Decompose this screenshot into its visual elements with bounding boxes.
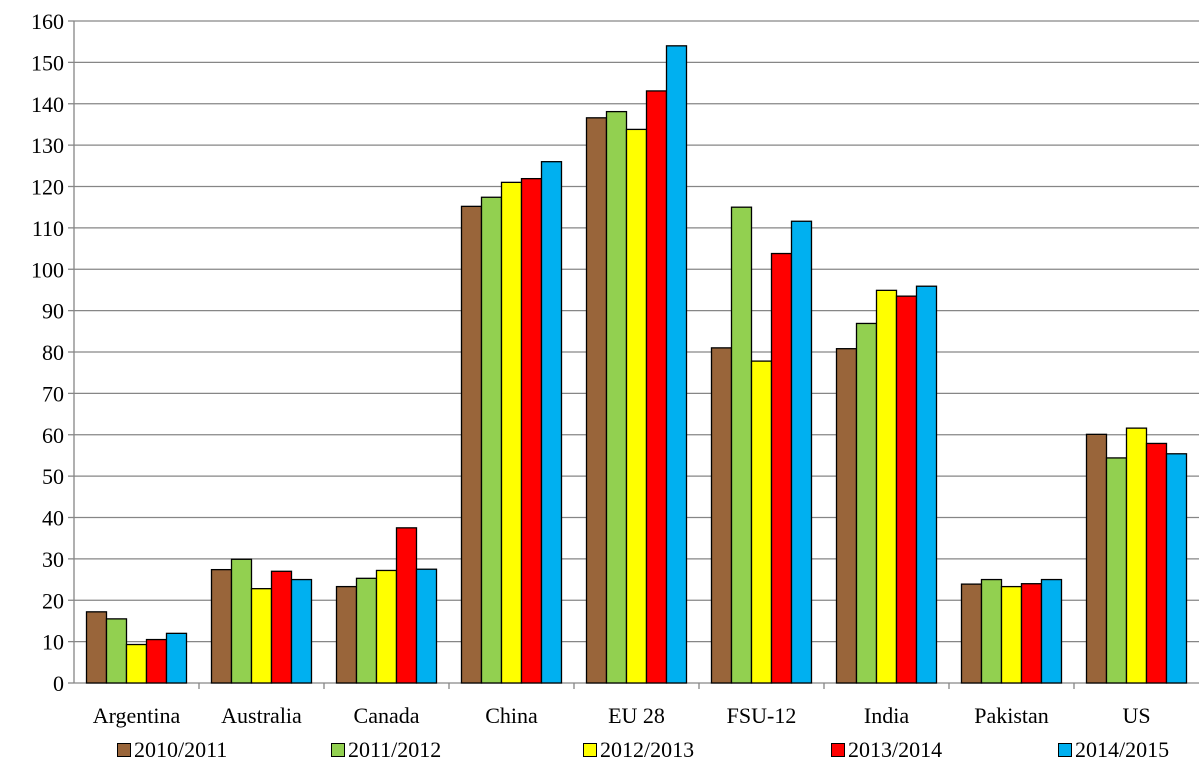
bar bbox=[1040, 578, 1063, 684]
x-tick-labels: Argentina Australia Canada China EU 28 FSU-12… bbox=[93, 703, 1151, 728]
legend-swatch bbox=[331, 743, 345, 757]
y-tick-label: 110 bbox=[32, 216, 64, 241]
bar bbox=[1000, 585, 1023, 684]
bars bbox=[85, 45, 1188, 684]
x-tick-label: US bbox=[1122, 703, 1150, 728]
y-tick-label: 100 bbox=[31, 257, 64, 282]
bar bbox=[480, 196, 503, 684]
legend-swatch bbox=[1058, 743, 1072, 757]
bar bbox=[980, 578, 1003, 684]
bar bbox=[355, 577, 378, 684]
y-tick-label: 40 bbox=[42, 506, 64, 531]
y-tick-label: 130 bbox=[31, 133, 64, 158]
legend-swatch bbox=[583, 743, 597, 757]
legend-item: 2014/2015 bbox=[1058, 733, 1169, 767]
legend-item: 2010/2011 bbox=[117, 733, 227, 767]
y-tick-label: 30 bbox=[42, 547, 64, 572]
legend-item: 2013/2014 bbox=[831, 733, 942, 767]
bar bbox=[540, 161, 563, 684]
bar bbox=[895, 295, 918, 684]
bar bbox=[415, 568, 438, 684]
y-tick-label: 150 bbox=[31, 50, 64, 75]
x-tick-label: FSU-12 bbox=[727, 703, 797, 728]
x-tick-label: Australia bbox=[221, 703, 302, 728]
bar bbox=[125, 643, 148, 684]
bar bbox=[750, 360, 773, 684]
bar bbox=[335, 585, 358, 684]
chart-plot: 0 10 20 30 40 50 60 70 80 90 100 110 120 130 140 150 160… bbox=[31, 9, 1199, 728]
bar bbox=[710, 347, 733, 684]
legend-swatch bbox=[117, 743, 131, 757]
bar bbox=[395, 527, 418, 684]
y-tick-label: 80 bbox=[42, 340, 64, 365]
bar bbox=[585, 117, 608, 684]
bar bbox=[145, 638, 168, 684]
bar bbox=[835, 348, 858, 684]
bar bbox=[520, 177, 543, 684]
bar bbox=[665, 45, 688, 684]
y-tick-label: 120 bbox=[31, 175, 64, 200]
bar bbox=[210, 568, 233, 684]
bar bbox=[375, 569, 398, 684]
bar bbox=[1085, 433, 1108, 684]
y-tick-labels: 0 10 20 30 40 50 60 70 80 90 100 110 120 130 140 150 160 bbox=[31, 9, 64, 696]
y-tick-label: 90 bbox=[42, 299, 64, 324]
bar bbox=[770, 252, 793, 684]
bar bbox=[105, 618, 128, 684]
bar bbox=[250, 588, 273, 684]
bar bbox=[1105, 457, 1128, 684]
legend-item: 2012/2013 bbox=[583, 733, 694, 767]
bar bbox=[730, 206, 753, 684]
bar bbox=[165, 632, 188, 684]
y-tick-label: 70 bbox=[42, 381, 64, 406]
bar bbox=[855, 322, 878, 684]
legend-item: 2011/2012 bbox=[331, 733, 441, 767]
bar bbox=[500, 181, 523, 684]
bar bbox=[645, 90, 668, 684]
bar bbox=[1145, 442, 1168, 684]
x-tick-label: Canada bbox=[354, 703, 420, 728]
bar bbox=[290, 578, 313, 684]
legend-label: 2011/2012 bbox=[348, 737, 442, 762]
bar bbox=[915, 285, 938, 684]
bar bbox=[85, 611, 108, 684]
bar bbox=[960, 583, 983, 684]
bar bbox=[875, 289, 898, 684]
bar bbox=[1165, 453, 1188, 684]
y-tick-label: 60 bbox=[42, 423, 64, 448]
legend-label: 2013/2014 bbox=[848, 737, 943, 762]
legend-label: 2012/2013 bbox=[600, 737, 695, 762]
y-tick-label: 160 bbox=[31, 9, 64, 34]
bar bbox=[270, 570, 293, 684]
bar bbox=[605, 110, 628, 684]
bar bbox=[1020, 583, 1043, 684]
legend-label: 2014/2015 bbox=[1075, 737, 1170, 762]
legend-swatch bbox=[831, 743, 845, 757]
bar bbox=[1125, 427, 1148, 684]
x-tick-label: China bbox=[485, 703, 538, 728]
x-tick-label: Argentina bbox=[93, 703, 181, 728]
legend-label: 2010/2011 bbox=[134, 737, 228, 762]
y-tick-label: 10 bbox=[42, 630, 64, 655]
x-tick-label: India bbox=[864, 703, 909, 728]
legend: 2010/2011 2011/2012 2012/2013 2013/2014 2014… bbox=[0, 733, 1199, 767]
bar bbox=[460, 205, 483, 684]
bar bbox=[230, 558, 253, 684]
y-tick-label: 0 bbox=[53, 671, 64, 696]
y-tick-label: 20 bbox=[42, 588, 64, 613]
x-tick-label: Pakistan bbox=[974, 703, 1049, 728]
bar bbox=[790, 220, 813, 684]
x-tick-label: EU 28 bbox=[608, 703, 665, 728]
y-tick-label: 140 bbox=[31, 92, 64, 117]
y-tick-label: 50 bbox=[42, 464, 64, 489]
bar bbox=[625, 128, 648, 684]
